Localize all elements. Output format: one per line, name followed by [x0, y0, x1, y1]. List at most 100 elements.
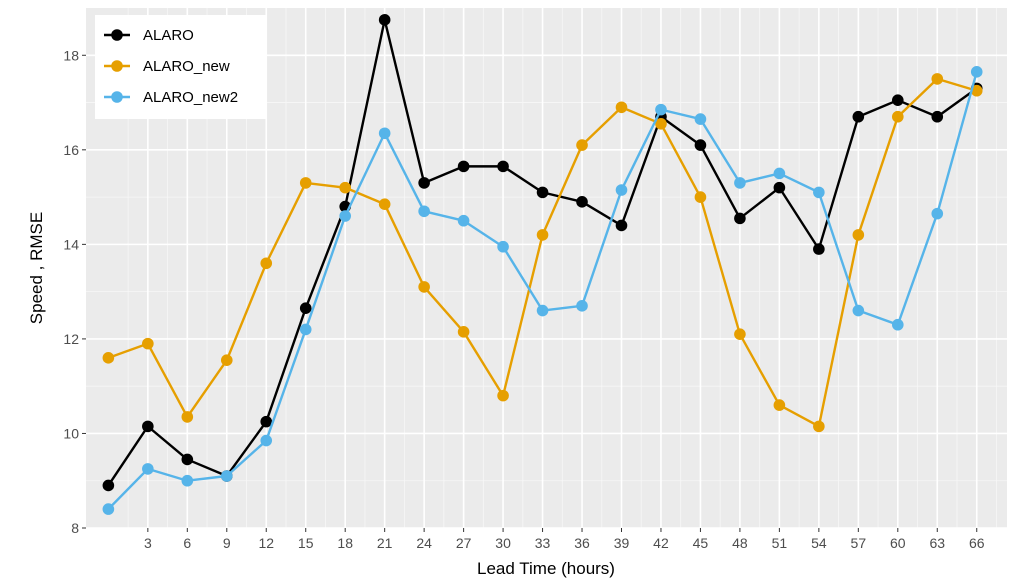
x-axis-title: Lead Time (hours): [477, 559, 615, 578]
data-point: [655, 103, 667, 116]
x-tick-label: 57: [851, 535, 867, 551]
x-tick-label: 27: [456, 535, 472, 551]
x-tick-label: 30: [495, 535, 511, 551]
data-point: [891, 110, 904, 123]
data-point: [378, 127, 391, 140]
data-point: [931, 110, 944, 123]
x-tick-label: 33: [535, 535, 551, 551]
legend-key-point: [111, 60, 123, 72]
x-tick-label: 15: [298, 535, 314, 551]
y-tick-label: 12: [63, 331, 79, 347]
data-point: [891, 318, 904, 331]
data-point: [378, 14, 391, 26]
data-point: [102, 479, 115, 492]
data-point: [181, 411, 194, 423]
data-point: [260, 434, 273, 447]
data-point: [181, 453, 194, 466]
data-point: [734, 328, 746, 340]
x-tick-label: 39: [614, 535, 630, 551]
data-point: [299, 302, 312, 314]
data-point: [102, 352, 115, 364]
data-point: [220, 470, 233, 482]
data-point: [536, 186, 549, 199]
data-point: [931, 207, 944, 220]
data-point: [813, 186, 825, 199]
data-point: [497, 389, 509, 402]
x-tick-label: 54: [811, 535, 827, 551]
data-point: [694, 113, 707, 125]
data-point: [734, 212, 746, 225]
data-point: [497, 160, 509, 173]
x-tick-label: 18: [337, 535, 353, 551]
data-point: [536, 229, 549, 241]
x-tick-label: 3: [144, 535, 152, 551]
data-point: [418, 281, 430, 293]
data-point: [142, 337, 154, 350]
y-tick-label: 14: [63, 236, 79, 252]
data-point: [378, 198, 391, 210]
axes-layer: 3 6 9 12 15 18 21 24 27 30 33 36 39 42 45 48 51 54 57 60 63 6…: [63, 47, 984, 551]
data-point: [576, 139, 588, 151]
x-tick-label: 60: [890, 535, 906, 551]
data-point: [220, 354, 233, 366]
data-point: [457, 214, 470, 227]
data-point: [970, 66, 983, 78]
y-axis-title: Speed , RMSE: [27, 212, 46, 324]
x-tick-label: 45: [693, 535, 709, 551]
data-point: [142, 463, 154, 475]
data-point: [576, 300, 588, 312]
data-point: [813, 420, 825, 433]
x-tick-label: 48: [732, 535, 748, 551]
x-tick-label: 6: [183, 535, 191, 551]
data-point: [773, 167, 786, 180]
data-point: [457, 160, 470, 173]
series-layer: [102, 14, 983, 515]
x-tick-label: 66: [969, 535, 985, 551]
data-point: [418, 205, 430, 218]
x-tick-label: 9: [223, 535, 231, 551]
data-point: [418, 177, 430, 189]
y-tick-label: 10: [63, 425, 79, 441]
data-point: [260, 415, 273, 428]
x-tick-label: 36: [574, 535, 590, 551]
data-point: [615, 219, 628, 232]
data-point: [536, 304, 549, 317]
data-point: [694, 191, 707, 203]
data-point: [891, 94, 904, 106]
data-point: [102, 503, 115, 515]
legend: ALARO ALARO_new ALARO_new2: [95, 15, 267, 119]
data-point: [852, 110, 865, 123]
legend-label: ALARO: [143, 27, 194, 44]
data-point: [931, 73, 944, 85]
data-point: [142, 420, 154, 433]
data-point: [852, 304, 865, 317]
y-tick-label: 18: [63, 47, 79, 63]
data-point: [339, 210, 351, 222]
legend-label: ALARO_new2: [143, 89, 238, 106]
legend-key-point: [111, 91, 123, 103]
legend-label: ALARO_new: [143, 58, 230, 75]
data-point: [734, 177, 746, 189]
data-point: [852, 229, 865, 241]
data-point: [457, 326, 470, 338]
y-tick-label: 16: [63, 142, 79, 158]
x-tick-label: 21: [377, 535, 393, 551]
x-tick-label: 63: [929, 535, 945, 551]
data-point: [576, 196, 588, 208]
data-point: [299, 177, 312, 189]
x-tick-label: 12: [258, 535, 274, 551]
legend-key-point: [111, 29, 123, 41]
data-point: [615, 184, 628, 196]
data-point: [694, 139, 707, 151]
data-point: [497, 240, 509, 253]
data-point: [339, 181, 351, 194]
x-tick-label: 24: [416, 535, 432, 551]
data-point: [615, 101, 628, 114]
data-point: [773, 399, 786, 411]
data-point: [299, 323, 312, 336]
data-point: [181, 474, 194, 487]
x-tick-label: 42: [653, 535, 669, 551]
data-point: [813, 243, 825, 255]
y-tick-label: 8: [71, 520, 79, 536]
